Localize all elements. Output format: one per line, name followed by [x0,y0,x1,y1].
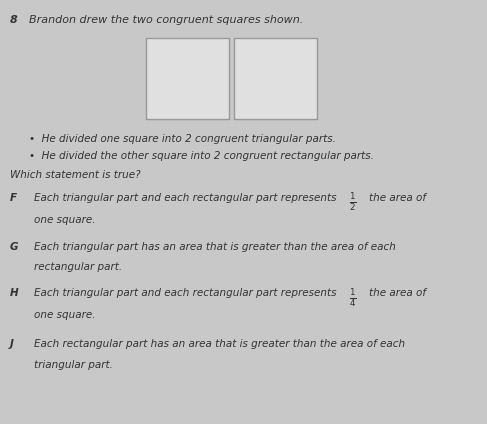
Text: Each triangular part and each rectangular part represents: Each triangular part and each rectangula… [34,193,337,203]
Text: J: J [10,339,14,349]
Text: triangular part.: triangular part. [34,360,113,370]
Text: G: G [10,242,18,252]
Text: the area of: the area of [369,193,426,203]
Text: H: H [10,288,19,298]
Text: Each triangular part and each rectangular part represents: Each triangular part and each rectangula… [34,288,337,298]
Text: one square.: one square. [34,215,95,225]
Text: Which statement is true?: Which statement is true? [10,170,140,181]
Text: one square.: one square. [34,310,95,321]
Bar [146,38,229,119]
Text: •  He divided one square into 2 congruent triangular parts.: • He divided one square into 2 congruent… [29,134,336,144]
Text: $\frac{1}{4}$: $\frac{1}{4}$ [349,287,357,309]
Text: F: F [10,193,17,203]
Text: Each rectangular part has an area that is greater than the area of each: Each rectangular part has an area that i… [34,339,405,349]
Text: •  He divided the other square into 2 congruent rectangular parts.: • He divided the other square into 2 con… [29,151,374,161]
Text: 8: 8 [10,15,18,25]
Text: rectangular part.: rectangular part. [34,262,122,272]
Bar [234,38,317,119]
Text: the area of: the area of [369,288,426,298]
Text: $\frac{1}{2}$: $\frac{1}{2}$ [349,191,357,213]
Text: Brandon drew the two congruent squares shown.: Brandon drew the two congruent squares s… [29,15,303,25]
Text: Each triangular part has an area that is greater than the area of each: Each triangular part has an area that is… [34,242,396,252]
